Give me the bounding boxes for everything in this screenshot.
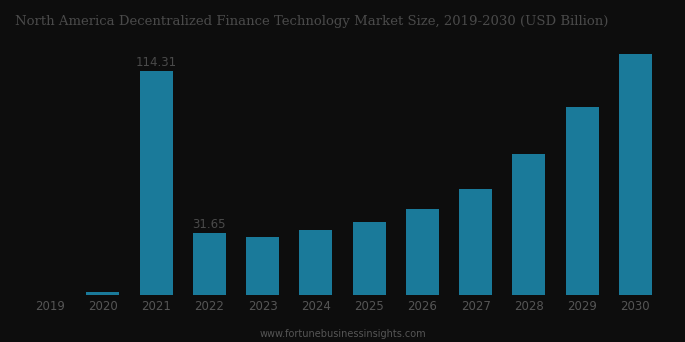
Bar [86, 291, 119, 295]
Text: North America Decentralized Finance Technology Market Size, 2019-2030 (USD Billi: North America Decentralized Finance Tech… [15, 15, 608, 28]
Bar [512, 154, 545, 295]
Text: 31.65: 31.65 [192, 218, 226, 231]
Text: www.fortunebusinessinsights.com: www.fortunebusinessinsights.com [259, 329, 426, 339]
Bar [246, 237, 279, 295]
Bar [193, 233, 226, 295]
Bar [140, 71, 173, 295]
Bar [459, 189, 492, 295]
Bar [619, 54, 652, 295]
Text: 114.31: 114.31 [136, 55, 177, 68]
Bar [299, 229, 332, 295]
Bar [353, 222, 386, 295]
Bar [406, 209, 439, 295]
Bar [566, 107, 599, 295]
